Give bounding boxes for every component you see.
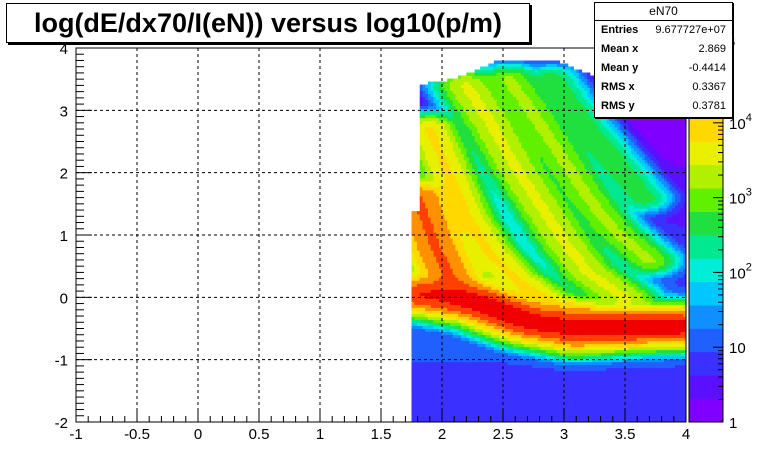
y-tick-label: 1 (60, 228, 68, 245)
palette-bin (689, 188, 723, 212)
x-tick-label: 0 (194, 426, 202, 443)
stats-box-name: eN70 (595, 3, 732, 21)
x-tick-label: 3 (560, 426, 568, 443)
plot-title: log(dE/dx70/I(eN)) versus log10(p/m) (6, 3, 530, 43)
y-tick-label: 3 (60, 103, 68, 120)
x-tick-label: 1 (316, 426, 324, 443)
x-tick-label: -1 (69, 426, 82, 443)
y-tick-label: 4 (60, 41, 68, 58)
x-tick-label: 2 (438, 426, 446, 443)
stats-row-mean-y: Mean y -0.4414 (601, 62, 726, 74)
y-tick-label: 0 (60, 290, 68, 307)
palette-bin (689, 281, 723, 306)
palette-bin (689, 118, 723, 142)
stats-row-rms-x: RMS x 0.3367 (601, 81, 726, 93)
stats-row-entries: Entries 9.677727e+07 (601, 24, 726, 36)
palette-bin (689, 375, 723, 399)
x-tick-label: 1.5 (371, 426, 392, 443)
x-tick-label: -0.5 (124, 426, 150, 443)
y-tick-label: -2 (55, 415, 68, 432)
x-tick-label: 3.5 (615, 426, 636, 443)
palette-bin (689, 305, 723, 329)
palette-tick-label: 1 (729, 415, 737, 432)
y-tick-label: 2 (60, 166, 68, 183)
palette-bin (689, 164, 723, 189)
x-tick-label: 0.5 (249, 426, 270, 443)
palette-bin (689, 141, 723, 166)
x-tick-label: 4 (682, 426, 690, 443)
palette-bin (689, 211, 723, 236)
palette-bin (689, 258, 723, 283)
color-palette: 1101021031045 (688, 37, 752, 432)
y-tick-label: -1 (55, 353, 68, 370)
stats-row-rms-y: RMS y 0.3781 (601, 100, 726, 112)
palette-bin (689, 398, 723, 423)
palette-bin (689, 351, 723, 376)
palette-bin (689, 328, 723, 353)
x-tick-label: 2.5 (493, 426, 514, 443)
stats-box: eN70 Entries 9.677727e+07 Mean x 2.869 Mea… (594, 2, 733, 118)
palette-tick-label: 10 (729, 340, 746, 357)
heatmap-cells (411, 60, 687, 423)
stats-row-mean-x: Mean x 2.869 (601, 43, 726, 55)
palette-bin (689, 235, 723, 259)
